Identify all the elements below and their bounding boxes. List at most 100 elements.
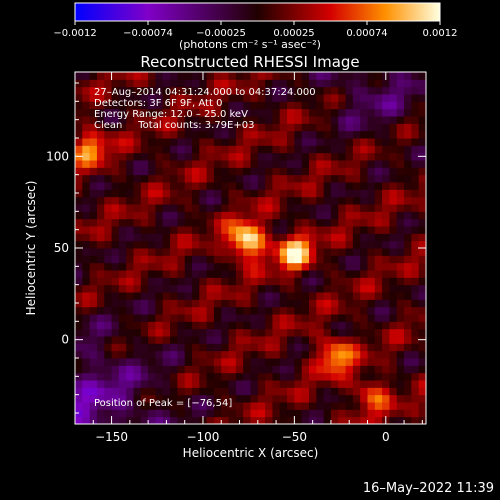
heatmap-cell: [338, 292, 347, 300]
heatmap-cell: [338, 306, 347, 315]
heatmap-cell: [374, 328, 383, 337]
heatmap-cell: [243, 167, 251, 176]
heatmap-cell: [221, 380, 230, 388]
heatmap-cell: [177, 218, 186, 227]
heatmap-cell: [104, 226, 113, 234]
heatmap-cell: [367, 101, 376, 110]
heatmap-cell: [199, 248, 208, 256]
heatmap-cell: [177, 372, 186, 381]
heatmap-cell: [367, 365, 376, 374]
heatmap-cell: [367, 314, 376, 322]
heatmap-cell: [243, 255, 251, 264]
heatmap-cell: [148, 292, 156, 300]
heatmap-cell: [89, 240, 98, 249]
heatmap-cell: [162, 358, 171, 366]
heatmap-cell: [199, 160, 208, 168]
heatmap-cell: [411, 108, 420, 117]
heatmap-cell: [309, 123, 317, 132]
heatmap-cell: [323, 130, 332, 139]
heatmap-cell: [316, 284, 325, 293]
heatmap-cell: [177, 402, 186, 410]
heatmap-cell: [345, 314, 354, 322]
heatmap-cell: [338, 255, 347, 264]
heatmap-cell: [257, 233, 266, 242]
heatmap-cell: [82, 204, 91, 212]
heatmap-cell: [133, 284, 142, 293]
heatmap-cell: [162, 321, 171, 330]
heatmap-cell: [309, 116, 317, 124]
heatmap-cell: [235, 204, 244, 212]
heatmap-cell: [155, 299, 164, 308]
heatmap-cell: [140, 160, 149, 168]
heatmap-cell: [279, 270, 288, 278]
heatmap-cell: [272, 270, 281, 278]
heatmap-cell: [82, 358, 91, 366]
heatmap-cell: [272, 409, 281, 418]
heatmap-cell: [184, 343, 193, 352]
heatmap-cell: [148, 108, 156, 117]
heatmap-cell: [104, 218, 113, 227]
heatmap-cell: [330, 314, 339, 322]
heatmap-cell: [126, 248, 134, 256]
heatmap-cell: [382, 196, 390, 205]
heatmap-cell: [316, 299, 325, 308]
heatmap-cell: [228, 160, 237, 168]
heatmap-cell: [170, 416, 178, 424]
heatmap-cell: [345, 270, 354, 278]
heatmap-cell: [411, 218, 420, 227]
heatmap-cell: [265, 321, 273, 330]
heatmap-cell: [140, 233, 149, 242]
heatmap-cell: [323, 409, 332, 418]
heatmap-cell: [213, 416, 222, 424]
heatmap-cell: [309, 255, 317, 264]
heatmap-cell: [396, 343, 405, 352]
heatmap-cell: [243, 160, 251, 168]
heatmap-cell: [75, 270, 83, 278]
heatmap-cell: [82, 365, 91, 374]
heatmap-cell: [228, 86, 237, 95]
heatmap-cell: [192, 321, 200, 330]
heatmap-cell: [389, 189, 398, 198]
heatmap-cell: [206, 394, 215, 403]
heatmap-cell: [301, 101, 310, 110]
heatmap-cell: [133, 248, 142, 256]
heatmap-cell: [184, 262, 193, 271]
heatmap-cell: [162, 116, 171, 124]
heatmap-cell: [206, 226, 215, 234]
heatmap-cell: [272, 365, 281, 374]
heatmap-cell: [170, 380, 178, 388]
heatmap-cell: [330, 358, 339, 366]
heatmap-cell: [206, 204, 215, 212]
heatmap-cell: [96, 402, 105, 410]
heatmap-cell: [360, 130, 368, 139]
heatmap-cell: [96, 196, 105, 205]
heatmap-cell: [389, 387, 398, 396]
heatmap-cell: [316, 86, 325, 95]
heatmap-cell: [104, 130, 113, 139]
heatmap-cell: [126, 394, 134, 403]
heatmap-cell: [330, 402, 339, 410]
heatmap-cell: [404, 108, 412, 117]
heatmap-cell: [89, 336, 98, 344]
heatmap-cell: [96, 277, 105, 286]
heatmap-cell: [170, 277, 178, 286]
heatmap-cell: [323, 248, 332, 256]
heatmap-cell: [184, 314, 193, 322]
heatmap-cell: [257, 108, 266, 117]
heatmap-cell: [96, 240, 105, 249]
heatmap-cell: [367, 277, 376, 286]
heatmap-cell: [75, 402, 83, 410]
peak-position-label: Position of Peak = [−76,54]: [94, 398, 233, 409]
heatmap-cell: [352, 189, 361, 198]
heatmap-cell: [104, 79, 113, 88]
heatmap-cell: [228, 189, 237, 198]
heatmap-cell: [265, 402, 273, 410]
heatmap-cell: [287, 284, 295, 293]
heatmap-cell: [323, 152, 332, 161]
heatmap-cell: [374, 255, 383, 264]
heatmap-cell: [133, 101, 142, 110]
heatmap-cell: [309, 321, 317, 330]
heatmap-cell: [418, 350, 426, 359]
heatmap-cell: [118, 416, 127, 424]
heatmap-cell: [301, 226, 310, 234]
